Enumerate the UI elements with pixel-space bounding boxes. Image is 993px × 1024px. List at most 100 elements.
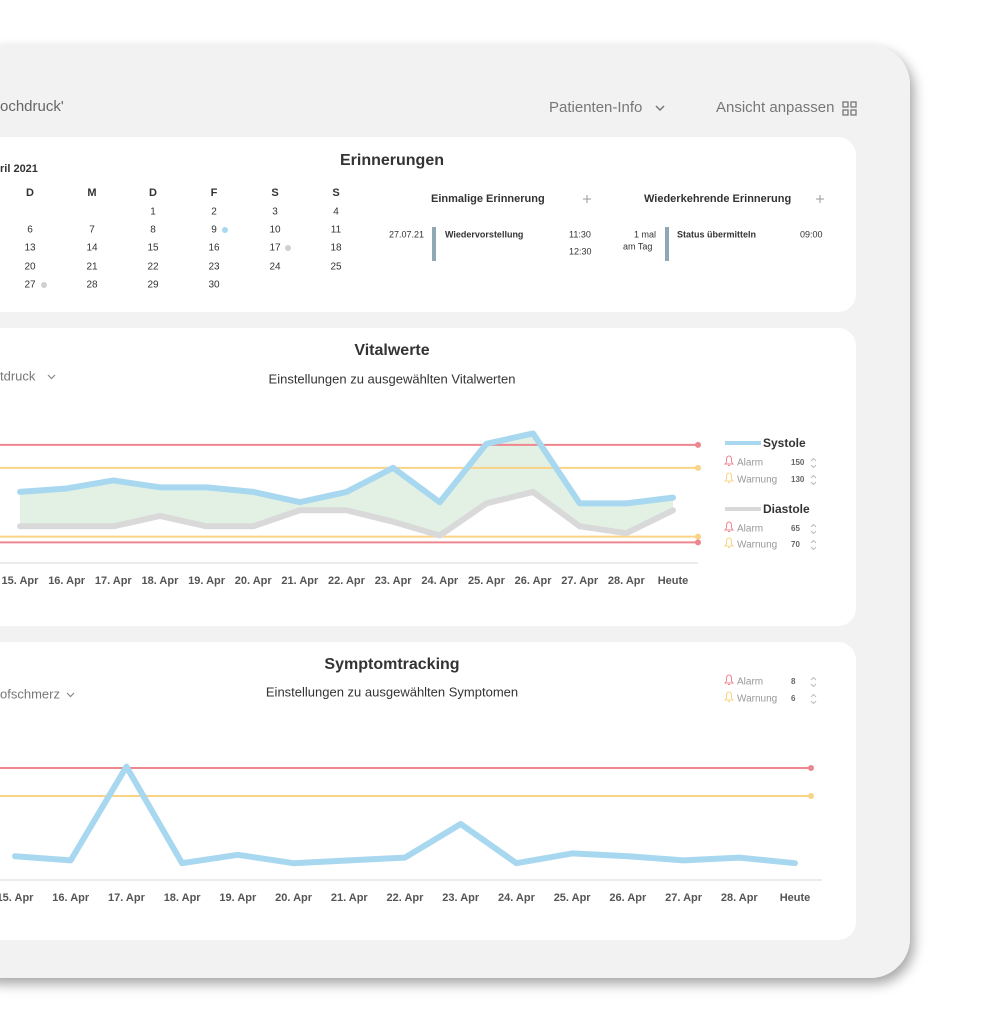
day: 25 bbox=[330, 262, 342, 273]
reminder-time: 12:30 bbox=[569, 246, 592, 256]
day: 20 bbox=[24, 262, 36, 273]
reminder-frequency: am Tag bbox=[623, 241, 652, 251]
reminder-date: 27.07.21 bbox=[389, 229, 424, 239]
threshold-value: 65 bbox=[791, 524, 800, 533]
spinner[interactable] bbox=[810, 523, 817, 535]
chart-title: Symptomtracking bbox=[324, 656, 459, 673]
reminder-bar bbox=[665, 227, 669, 261]
day: 30 bbox=[208, 280, 220, 291]
x-tick-label: 17. Apr bbox=[95, 575, 133, 587]
spinner[interactable] bbox=[810, 693, 817, 705]
threshold-end bbox=[695, 533, 701, 540]
customize[interactable]: Ansicht anpassen bbox=[716, 99, 834, 116]
add-icon[interactable] bbox=[816, 195, 824, 203]
chevron bbox=[66, 692, 75, 698]
weekday: D bbox=[26, 187, 34, 199]
x-tick-label: 25. Apr bbox=[554, 892, 592, 904]
threshold-value: 6 bbox=[791, 694, 796, 703]
page-title: ochdruck' bbox=[0, 98, 64, 115]
day: 3 bbox=[272, 207, 278, 218]
threshold-end bbox=[695, 441, 701, 448]
day: 7 bbox=[89, 225, 95, 236]
series-line bbox=[12, 763, 798, 867]
selector: tdruck bbox=[0, 368, 36, 383]
day-marker bbox=[41, 282, 47, 288]
bell-icon bbox=[724, 455, 734, 466]
day: 15 bbox=[147, 243, 159, 254]
day: 1 bbox=[150, 207, 156, 218]
x-tick-label: 15. Apr bbox=[0, 892, 34, 904]
spinner[interactable] bbox=[810, 474, 817, 486]
add-icon[interactable] bbox=[583, 195, 591, 203]
panel bbox=[0, 328, 856, 626]
x-tick-label: 16. Apr bbox=[48, 575, 86, 587]
day-marker bbox=[285, 245, 291, 251]
day: 14 bbox=[86, 243, 98, 254]
x-tick-label: 25. Apr bbox=[468, 575, 506, 587]
grid-icon bbox=[842, 101, 857, 116]
reminder-time: 09:00 bbox=[800, 229, 823, 239]
chart-title: Vitalwerte bbox=[354, 342, 429, 359]
bell-icon bbox=[724, 472, 734, 483]
x-tick-label: 24. Apr bbox=[421, 575, 459, 587]
panel bbox=[0, 642, 856, 940]
day: 24 bbox=[269, 262, 281, 273]
x-tick-label: 26. Apr bbox=[609, 892, 647, 904]
day: 16 bbox=[208, 243, 220, 254]
reminder-name: Status übermitteln bbox=[677, 229, 756, 239]
x-tick-label: Heute bbox=[658, 575, 689, 587]
spinner[interactable] bbox=[810, 457, 817, 469]
bell-icon bbox=[724, 691, 734, 702]
reminder-heading: Wiederkehrende Erinnerung bbox=[644, 193, 791, 205]
chart-subtitle: Einstellungen zu ausgewählten Vitalwerte… bbox=[269, 371, 516, 386]
day: 13 bbox=[24, 243, 36, 254]
day: 11 bbox=[331, 225, 342, 236]
threshold-value: 130 bbox=[791, 475, 805, 484]
x-tick-label: Heute bbox=[780, 892, 811, 904]
reminder-frequency: 1 mal bbox=[634, 229, 656, 239]
reminder-heading: Einmalige Erinnerung bbox=[431, 193, 545, 205]
threshold-value: 70 bbox=[791, 540, 800, 549]
threshold-value: 8 bbox=[791, 677, 796, 686]
x-tick-label: 19. Apr bbox=[188, 575, 226, 587]
series-line bbox=[17, 488, 676, 539]
calendar-month: ril 2021 bbox=[0, 163, 38, 175]
chevron bbox=[655, 105, 665, 112]
x-tick-label: 22. Apr bbox=[328, 575, 366, 587]
day: 4 bbox=[333, 207, 339, 218]
series-line bbox=[17, 430, 676, 507]
threshold-value: 150 bbox=[791, 458, 805, 467]
chevron bbox=[47, 374, 56, 380]
x-tick-label: 21. Apr bbox=[281, 575, 319, 587]
threshold-name: Warnung bbox=[737, 540, 777, 551]
weekday: D bbox=[149, 187, 157, 199]
threshold-name: Warnung bbox=[737, 475, 777, 486]
threshold-end bbox=[695, 464, 701, 471]
x-tick-label: 19. Apr bbox=[219, 892, 257, 904]
x-tick-label: 20. Apr bbox=[275, 892, 313, 904]
x-tick-label: 24. Apr bbox=[498, 892, 536, 904]
x-tick-label: 27. Apr bbox=[665, 892, 703, 904]
x-tick-label: 28. Apr bbox=[721, 892, 759, 904]
weekday: F bbox=[211, 187, 218, 199]
threshold-end bbox=[695, 539, 701, 546]
x-tick-label: 20. Apr bbox=[235, 575, 273, 587]
area-between bbox=[20, 433, 673, 536]
spinner[interactable] bbox=[810, 539, 817, 551]
x-tick-label: 16. Apr bbox=[52, 892, 90, 904]
day: 17 bbox=[269, 243, 281, 254]
bell-icon bbox=[724, 674, 734, 685]
day: 18 bbox=[330, 243, 342, 254]
day-marker bbox=[222, 227, 228, 233]
weekday: S bbox=[332, 187, 339, 199]
patient-info[interactable]: Patienten-Info bbox=[549, 99, 642, 116]
spinner[interactable] bbox=[810, 676, 817, 688]
day: 9 bbox=[211, 225, 217, 236]
chart-subtitle: Einstellungen zu ausgewählten Symptomen bbox=[266, 684, 518, 699]
threshold-name: Alarm bbox=[737, 524, 763, 535]
reminder-bar bbox=[432, 227, 436, 261]
panel bbox=[0, 137, 856, 312]
day: 6 bbox=[27, 225, 33, 236]
